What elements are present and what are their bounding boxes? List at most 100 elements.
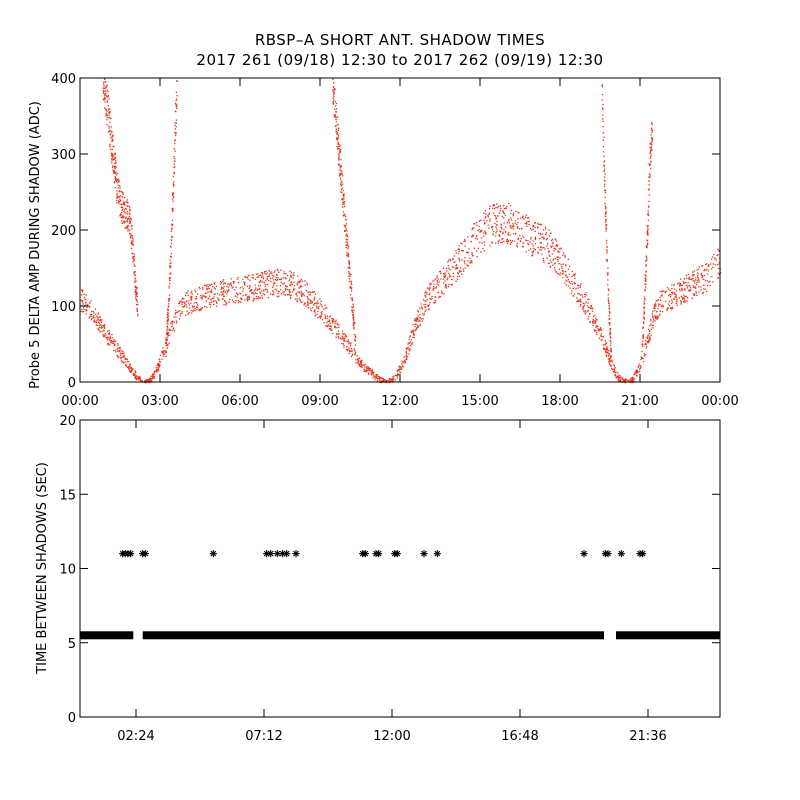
- data-point: [138, 378, 140, 381]
- data-point: [600, 339, 602, 341]
- data-point: [124, 227, 126, 229]
- data-point: [87, 305, 89, 307]
- data-point: [246, 276, 248, 279]
- data-point: [718, 262, 721, 264]
- data-point: [280, 288, 282, 291]
- data-point: [201, 307, 203, 309]
- data-point: [378, 377, 380, 379]
- data-point: [276, 295, 278, 298]
- data-point: [493, 231, 495, 233]
- data-point: [296, 282, 298, 285]
- data-point: [196, 309, 198, 311]
- data-point: [111, 131, 113, 133]
- data-point: [348, 271, 350, 273]
- data-point: [153, 377, 156, 379]
- data-point: [476, 238, 478, 240]
- data-point: [191, 293, 193, 295]
- data-point: [325, 325, 328, 327]
- data-point: [326, 307, 328, 309]
- data-point: [249, 284, 251, 287]
- data-point: [83, 308, 85, 311]
- data-point: [126, 225, 128, 227]
- data-point-asterisk: [361, 550, 369, 558]
- data-point: [491, 227, 493, 229]
- data-point: [412, 336, 414, 338]
- data-point: [249, 279, 251, 281]
- data-point: [350, 342, 352, 344]
- data-point: [499, 210, 501, 212]
- data-point: [574, 283, 576, 285]
- data-point: [614, 367, 616, 369]
- data-point: [467, 265, 469, 267]
- data-point: [278, 271, 280, 273]
- data-point: [116, 348, 119, 350]
- data-point: [343, 213, 345, 215]
- data-point: [669, 294, 671, 296]
- data-point: [602, 125, 604, 128]
- data-point: [339, 144, 341, 146]
- data-point: [291, 291, 294, 293]
- data-point: [247, 296, 249, 298]
- data-point: [538, 232, 540, 234]
- data-point: [113, 339, 115, 341]
- data-point: [347, 247, 349, 250]
- data-point: [203, 295, 205, 297]
- data-point: [260, 276, 263, 279]
- data-point: [598, 330, 600, 332]
- data-point: [314, 315, 316, 317]
- data-point: [649, 338, 651, 340]
- data-point-asterisk: [267, 550, 275, 558]
- data-point: [195, 301, 197, 303]
- data-point: [370, 369, 372, 371]
- data-point: [116, 202, 118, 204]
- top-y-tick-label: 0: [68, 376, 76, 391]
- data-point: [132, 240, 134, 242]
- data-point: [175, 91, 178, 94]
- data-point: [134, 371, 136, 373]
- data-point: [166, 339, 168, 341]
- data-point: [333, 89, 335, 91]
- data-point: [626, 379, 629, 381]
- data-point: [542, 236, 544, 238]
- data-point: [345, 230, 347, 232]
- data-point: [687, 285, 689, 287]
- data-point: [547, 262, 550, 264]
- data-point: [117, 350, 119, 352]
- data-point: [356, 358, 359, 361]
- data-point: [307, 298, 309, 300]
- data-point: [141, 380, 143, 382]
- data-point: [423, 304, 425, 306]
- data-point: [196, 297, 198, 300]
- data-point: [340, 188, 343, 191]
- data-point: [329, 325, 331, 327]
- data-point: [645, 264, 647, 266]
- data-point: [455, 267, 457, 269]
- data-point: [209, 290, 211, 293]
- data-point: [158, 366, 160, 368]
- data-point: [542, 233, 544, 235]
- data-point: [392, 376, 394, 378]
- data-point: [512, 228, 515, 230]
- data-point: [351, 306, 353, 308]
- data-point: [698, 266, 700, 268]
- data-point: [549, 259, 551, 262]
- data-point: [649, 150, 652, 152]
- data-point: [165, 351, 167, 353]
- data-point: [539, 232, 541, 235]
- data-point: [485, 233, 487, 235]
- data-point: [568, 281, 570, 283]
- data-point: [116, 194, 118, 196]
- data-point: [298, 280, 300, 283]
- data-point: [407, 346, 409, 349]
- data-point: [113, 158, 115, 160]
- data-point: [352, 318, 355, 320]
- data-point: [495, 206, 497, 209]
- data-point: [601, 84, 603, 86]
- data-point: [579, 301, 581, 303]
- data-point: [351, 354, 353, 356]
- data-point: [130, 218, 132, 221]
- data-point: [602, 145, 604, 148]
- data-point: [209, 301, 211, 304]
- top-x-tick-label: 12:00: [381, 394, 418, 409]
- data-point: [552, 242, 554, 245]
